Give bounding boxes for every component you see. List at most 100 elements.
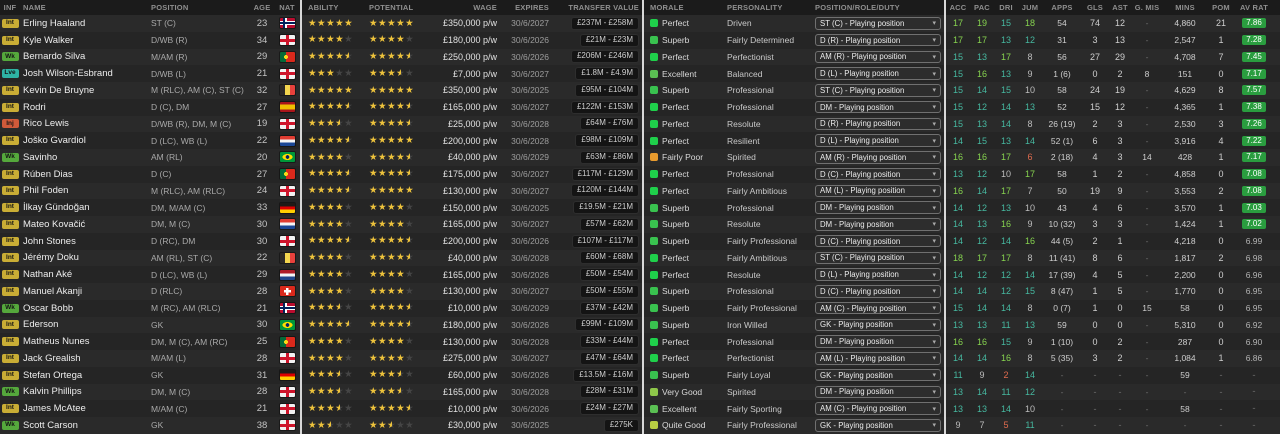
player-row[interactable]: Int Phil Foden M (RLC), AM (RLC) 24 ★ ★ ★ ★ ★ ★ ★ ★…: [0, 182, 1280, 200]
col-header-transfer-value[interactable]: TRANSFER VALUE: [568, 3, 639, 12]
player-name[interactable]: Bernardo Silva: [23, 51, 86, 63]
role-dropdown[interactable]: ST (C) - Playing position ▾: [815, 17, 941, 30]
player-name[interactable]: John Stones: [23, 235, 76, 247]
player-name[interactable]: Kevin De Bruyne: [23, 84, 95, 96]
role-dropdown[interactable]: GK - Playing position ▾: [815, 318, 941, 332]
player-name[interactable]: Phil Foden: [23, 185, 69, 197]
role-dropdown[interactable]: DM - Playing position ▾: [815, 201, 941, 214]
col-header-position-role-duty[interactable]: POSITION/ROLE/DUTY: [815, 3, 900, 12]
player-row[interactable]: Int Manuel Akanji D (RLC) 28 ★ ★ ★ ★ ★ ★ ★ ★ ★ ★ £130,…: [0, 283, 1280, 300]
role-dropdown[interactable]: ST (C) - Playing position ▾: [815, 251, 941, 265]
player-row[interactable]: Lve Josh Wilson-Esbrand D/WB (L) 21 ★ ★ ★ ★ ★ ★ ★ ★…: [0, 65, 1280, 82]
col-header-pac[interactable]: PAC: [974, 3, 990, 12]
role-dropdown[interactable]: D (C) - Playing position ▾: [815, 167, 941, 181]
col-header-acc[interactable]: ACC: [949, 3, 967, 12]
col-header-nat[interactable]: NAT: [279, 3, 295, 12]
player-row[interactable]: Int Kevin De Bruyne M (RLC), AM (C), ST (C…: [0, 82, 1280, 99]
player-name[interactable]: Mateo Kovačić: [23, 218, 86, 230]
role-dropdown[interactable]: AM (C) - Playing position ▾: [815, 402, 941, 415]
player-row[interactable]: Int Mateo Kovačić DM, M (C) 30 ★ ★ ★ ★ ★ ★ ★ ★ ★ ★ £16…: [0, 216, 1280, 233]
player-name[interactable]: Joško Gvardiol: [23, 135, 86, 147]
player-name[interactable]: Scott Carson: [23, 419, 78, 431]
col-header-potential[interactable]: POTENTIAL: [369, 3, 414, 12]
player-name[interactable]: İlkay Gündoğan: [23, 202, 90, 214]
role-dropdown[interactable]: AM (R) - Playing position ▾: [815, 50, 941, 64]
player-row[interactable]: Int Erling Haaland ST (C) 23 ★ ★ ★ ★ ★ ★ ★ ★ ★ ★ £350,…: [0, 15, 1280, 32]
col-header-dri[interactable]: DRI: [999, 3, 1013, 12]
player-row[interactable]: Int Matheus Nunes DM, M (C), AM (RC) 25 ★ ★ ★ ★…: [0, 333, 1280, 350]
col-header-apps[interactable]: APPS: [1051, 3, 1073, 12]
col-header-gls[interactable]: GLS: [1086, 3, 1104, 12]
player-name[interactable]: Rico Lewis: [23, 118, 69, 130]
col-header-ast[interactable]: AST: [1112, 3, 1128, 12]
role-dropdown[interactable]: AM (L) - Playing position ▾: [815, 184, 941, 198]
col-header-morale[interactable]: MORALE: [650, 3, 684, 12]
player-row[interactable]: Int Jack Grealish M/AM (L) 28 ★ ★ ★ ★ ★ ★ ★ ★ ★ ★ £275…: [0, 350, 1280, 367]
col-header-wage[interactable]: WAGE: [473, 3, 497, 12]
role-dropdown[interactable]: DM - Playing position ▾: [815, 335, 941, 348]
col-header-position[interactable]: POSITION: [151, 3, 189, 12]
player-name[interactable]: Ederson: [23, 319, 59, 331]
role-dropdown[interactable]: D (R) - Playing position ▾: [815, 117, 941, 131]
role-dropdown[interactable]: AM (R) - Playing position ▾: [815, 151, 941, 164]
role-dropdown[interactable]: GK - Playing position ▾: [815, 419, 941, 432]
col-header-av-rat[interactable]: AV RAT: [1239, 3, 1268, 12]
player-row[interactable]: Inj Rico Lewis D/WB (R), DM, M (C) 19 ★ ★ ★ ★ ★ ★…: [0, 115, 1280, 133]
player-name[interactable]: Kalvin Phillips: [23, 386, 82, 398]
role-dropdown[interactable]: D (L) - Playing position ▾: [815, 134, 941, 147]
col-header-jum[interactable]: JUM: [1021, 3, 1039, 12]
player-row[interactable]: Wk Oscar Bobb M (RC), AM (RLC) 21 ★ ★ ★ ★ ★ ★ ★ ★ ★ ★…: [0, 299, 1280, 317]
player-row[interactable]: Int Nathan Aké D (LC), WB (L) 29 ★ ★ ★ ★ ★ ★ ★ ★ ★ ★ £…: [0, 266, 1280, 283]
role-dropdown[interactable]: D (C) - Playing position ▾: [815, 234, 941, 248]
player-name[interactable]: Matheus Nunes: [23, 336, 90, 348]
col-header-expires[interactable]: EXPIRES: [515, 3, 549, 12]
role-dropdown[interactable]: D (L) - Playing position ▾: [815, 268, 941, 281]
col-header-g-mis[interactable]: G. MIS: [1134, 3, 1160, 12]
player-name[interactable]: Erling Haaland: [23, 17, 86, 29]
col-header-ability[interactable]: ABILITY: [308, 3, 339, 12]
player-name[interactable]: Savinho: [23, 151, 58, 163]
role-dropdown[interactable]: DM - Playing position ▾: [815, 218, 941, 231]
role-dropdown[interactable]: D (C) - Playing position ▾: [815, 285, 941, 298]
player-name[interactable]: Rodri: [23, 101, 46, 113]
col-header-personality[interactable]: PERSONALITY: [727, 3, 783, 12]
player-name[interactable]: Manuel Akanji: [23, 285, 83, 297]
role-dropdown[interactable]: DM - Playing position ▾: [815, 100, 941, 114]
player-name[interactable]: Rúben Dias: [23, 168, 73, 180]
role-dropdown[interactable]: DM - Playing position ▾: [815, 385, 941, 399]
role-dropdown[interactable]: GK - Playing position ▾: [815, 368, 941, 382]
col-header-name[interactable]: NAME: [23, 3, 46, 12]
col-header-inf[interactable]: INF: [3, 3, 17, 12]
player-name[interactable]: Josh Wilson-Esbrand: [23, 68, 113, 80]
player-name[interactable]: Kyle Walker: [23, 34, 74, 46]
player-name[interactable]: Nathan Aké: [23, 269, 73, 281]
player-name[interactable]: Jack Grealish: [23, 352, 81, 364]
player-row[interactable]: Int İlkay Gündoğan DM, M/AM (C) 33 ★ ★ ★ ★ ★ ★ ★ ★ ★…: [0, 199, 1280, 216]
player-name[interactable]: Jérémy Doku: [23, 252, 79, 264]
player-row[interactable]: Int Kyle Walker D/WB (R) 34 ★ ★ ★ ★ ★ ★ ★ ★ ★ ★ £180,0…: [0, 31, 1280, 49]
role-dropdown[interactable]: AM (L) - Playing position ▾: [815, 352, 941, 365]
col-header-age[interactable]: AGE: [253, 3, 271, 12]
star-icon: ★: [387, 235, 397, 247]
player-name[interactable]: Stefan Ortega: [23, 369, 83, 381]
player-name[interactable]: Oscar Bobb: [23, 302, 74, 314]
role-dropdown[interactable]: AM (C) - Playing position ▾: [815, 301, 941, 315]
role-dropdown[interactable]: D (R) - Playing position ▾: [815, 33, 941, 47]
role-dropdown[interactable]: ST (C) - Playing position ▾: [815, 84, 941, 97]
player-row[interactable]: Int Joško Gvardiol D (LC), WB (L) 22 ★ ★ ★ ★ ★ ★ ★…: [0, 132, 1280, 149]
player-name[interactable]: James McAtee: [23, 403, 86, 415]
player-row[interactable]: Int Jérémy Doku AM (RL), ST (C) 22 ★ ★ ★ ★ ★ ★ ★ ★ ★…: [0, 249, 1280, 267]
col-header-pom[interactable]: POM: [1212, 3, 1230, 12]
role-dropdown[interactable]: D (L) - Playing position ▾: [815, 67, 941, 80]
col-header-mins[interactable]: MINS: [1175, 3, 1195, 12]
